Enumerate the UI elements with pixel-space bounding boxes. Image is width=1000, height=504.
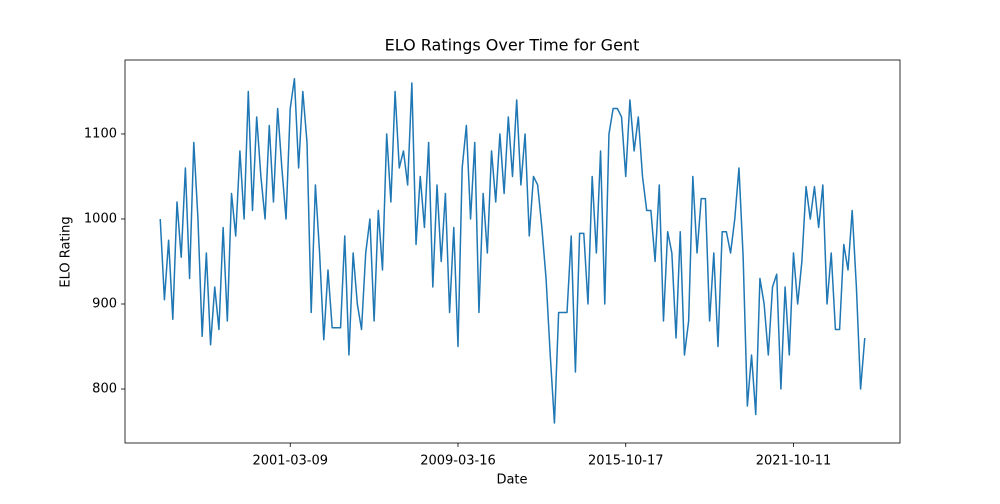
x-tick-label: 2001-03-09 [252, 454, 328, 469]
x-axis-label: Date [496, 473, 527, 488]
y-tick-label: 1000 [84, 211, 117, 226]
x-tick-label: 2021-10-11 [756, 454, 832, 469]
y-axis-label: ELO Rating [59, 216, 74, 287]
x-tick-label: 2015-10-17 [588, 454, 664, 469]
y-tick-label: 1100 [84, 126, 117, 141]
chart-title: ELO Ratings Over Time for Gent [385, 36, 640, 55]
plot-frame [124, 59, 901, 444]
data-line [159, 77, 866, 424]
x-tick-label: 2009-03-16 [420, 454, 496, 469]
y-tick-label: 800 [92, 382, 117, 397]
y-tick-label: 900 [92, 296, 117, 311]
